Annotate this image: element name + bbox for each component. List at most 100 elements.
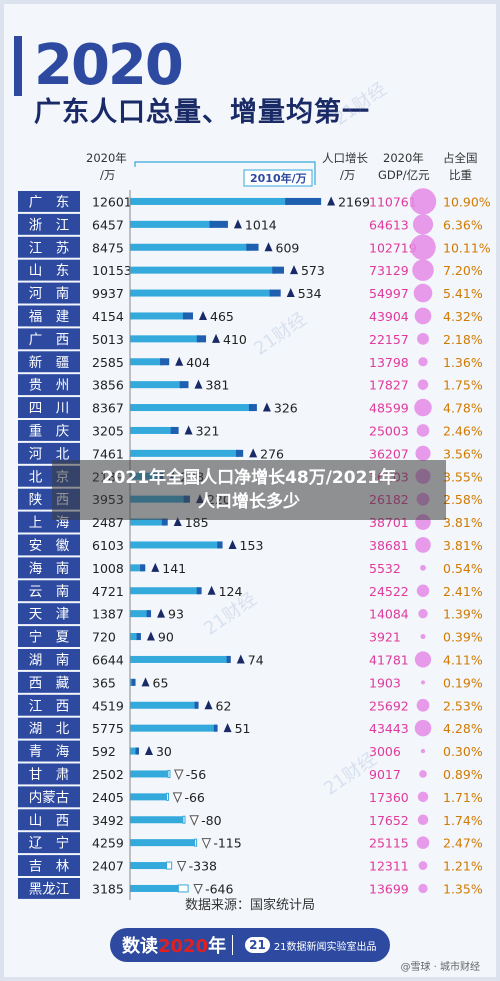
up-arrow-icon (223, 723, 232, 733)
gdp-value: 25692 (369, 698, 409, 713)
gdp-value: 13798 (369, 355, 409, 370)
up-arrow-icon (146, 631, 155, 641)
province-cell (18, 557, 80, 579)
share-bubble (417, 814, 429, 826)
gdp-value: 17652 (369, 813, 409, 828)
gdp-value: 54997 (369, 286, 409, 301)
increase-value: 534 (298, 286, 322, 301)
increase-value: 381 (205, 378, 229, 393)
increase-bar (161, 518, 168, 526)
province-label: 青 海 (29, 744, 70, 760)
pop-bar (130, 518, 165, 526)
pop-bar (130, 633, 140, 641)
share-bubble (409, 188, 437, 215)
increase-value: 51 (235, 721, 251, 736)
up-arrow-icon (207, 585, 216, 595)
increase-value: -646 (205, 881, 233, 896)
pop-2020-value: 365 (92, 675, 116, 690)
province-label: 江 苏 (29, 240, 70, 256)
province-cell (18, 855, 80, 876)
share-value: 3.55% (443, 469, 483, 484)
share-value: 2.47% (443, 836, 483, 851)
increase-value: 90 (158, 630, 174, 645)
share-bubble (415, 445, 431, 461)
share-bubble (414, 398, 432, 417)
pop-2020-value: 4519 (92, 698, 124, 713)
province-cell (18, 717, 80, 739)
share-value: 2.41% (443, 584, 483, 599)
footer-divider (232, 935, 234, 955)
pop-bar (130, 610, 150, 618)
share-value: 0.39% (443, 630, 483, 645)
share-bubble (415, 537, 431, 553)
pop-2020-value: 4259 (92, 836, 124, 851)
increase-value: 465 (210, 309, 234, 324)
image-credit: @雪球 · 城市财经 (400, 962, 480, 973)
data-source: 数据来源：国家统计局 (184, 898, 315, 913)
up-arrow-icon (204, 700, 213, 710)
pop-2020-value: 4721 (92, 584, 124, 599)
province-label: 内蒙古 (29, 790, 70, 806)
share-value: 1.36% (443, 355, 483, 370)
pop-2020-value: 720 (92, 630, 116, 645)
down-arrow-icon (193, 883, 203, 895)
up-arrow-icon (264, 242, 273, 252)
gdp-value: 3006 (369, 744, 401, 759)
province-cell (18, 442, 80, 464)
province-cell (18, 420, 80, 441)
gdp-value: 3921 (369, 630, 401, 645)
province-cell (18, 832, 80, 854)
pop-2020-value: 6457 (92, 217, 124, 232)
increase-bar (226, 655, 231, 663)
gdp-value: 14084 (369, 607, 409, 622)
share-value: 4.78% (443, 401, 483, 416)
pop-2020-value: 10153 (92, 263, 132, 278)
share-value: 5.41% (443, 286, 483, 301)
province-cell (18, 786, 80, 808)
share-bubble (418, 861, 428, 870)
pop-2020-value: 2405 (92, 790, 124, 805)
pop-bar (130, 197, 289, 205)
up-arrow-icon (175, 356, 184, 366)
population-chart: 2020年 /万 2010年/万 人口增长 /万 2020年 GDP/亿元 占全… (0, 140, 500, 900)
province-label: 湖 南 (29, 652, 70, 668)
pop-bar (130, 449, 239, 457)
share-bubble (414, 307, 432, 325)
pop-bar (130, 770, 168, 778)
pop-2020-value: 2585 (92, 355, 124, 370)
increase-bar (194, 701, 199, 709)
inc-header-line2: /万 (340, 168, 355, 182)
pop-2020-value: 8367 (92, 401, 124, 416)
share-bubble (416, 424, 430, 437)
inc-header-line1: 人口增长 (322, 151, 368, 165)
increase-value: 276 (260, 446, 284, 461)
caption-line-1: 2021年全国人口净增长48万/2021年 (101, 468, 397, 488)
decrease-bar (167, 769, 171, 778)
province-cell (18, 740, 80, 762)
up-arrow-icon (262, 402, 271, 412)
increase-bar (248, 404, 257, 412)
gdp-value: 38681 (369, 538, 409, 553)
increase-bar (170, 426, 179, 434)
province-label: 浙 江 (29, 217, 70, 233)
province-label: 安 徽 (29, 538, 70, 554)
decrease-bar (166, 861, 173, 870)
pop-bar (130, 289, 273, 297)
down-arrow-icon (189, 815, 199, 826)
pop-bar (130, 816, 183, 824)
pop-bar (130, 701, 198, 709)
share-value: 3.81% (443, 515, 483, 530)
down-arrow-icon (172, 792, 183, 804)
share-bubble (413, 283, 433, 303)
increase-bar (196, 335, 207, 343)
footer-badge: 21 (245, 937, 270, 953)
gdp-value: 43904 (369, 309, 409, 324)
footer-org: 21数据新闻实验室出品 (273, 941, 377, 953)
province-cell (18, 191, 80, 212)
share-value: 2.53% (443, 698, 483, 713)
pop-bar (130, 564, 144, 572)
down-arrow-icon (176, 861, 187, 872)
legend-2010: 2010年/万 (134, 161, 316, 187)
province-label: 广 东 (29, 194, 70, 210)
share-value: 4.28% (443, 721, 483, 736)
